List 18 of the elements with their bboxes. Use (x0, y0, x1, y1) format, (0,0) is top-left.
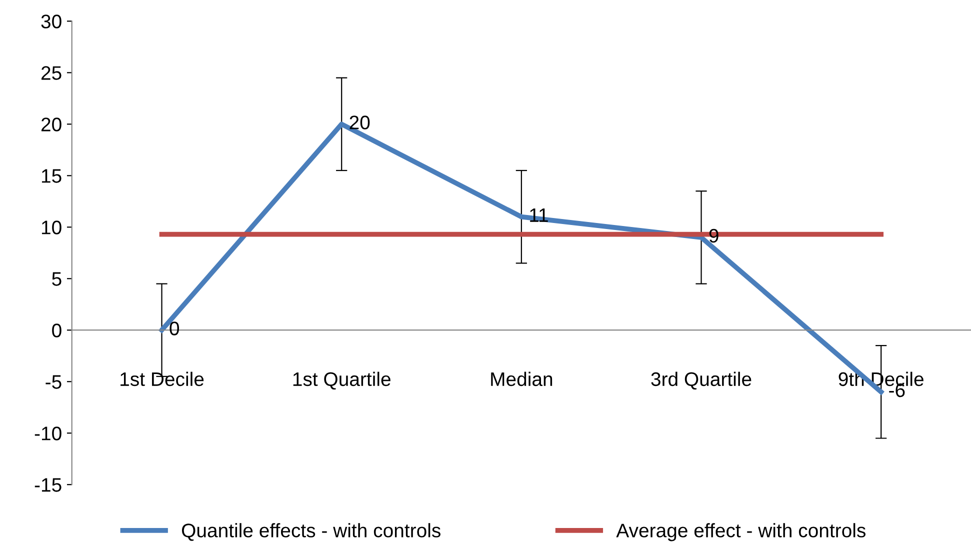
y-tick-label: 30 (41, 14, 62, 28)
x-tick-label: Median (491, 372, 552, 386)
y-tick-label: 25 (41, 66, 62, 80)
y-tick-label: 20 (41, 118, 62, 132)
data-label: 20 (350, 116, 370, 130)
x-tick-label: 1st Quartile (293, 372, 390, 390)
y-tick-label: 0 (52, 324, 62, 338)
legend-label: Average effect - with controls (616, 523, 866, 542)
y-tick-label: -15 (34, 478, 62, 492)
y-tick-label: 5 (52, 272, 62, 286)
y-tick-label: 15 (42, 169, 62, 183)
y-tick-label: -5 (46, 375, 62, 389)
data-label: 0 (170, 322, 180, 336)
x-tick-label: 1st Decile (120, 372, 204, 386)
y-tick-label: -10 (34, 426, 62, 440)
legend-label: Quantile effects - with controls (182, 523, 440, 541)
x-tick-label: 3rd Quartile (651, 372, 752, 390)
y-tick-label: 10 (42, 220, 62, 234)
